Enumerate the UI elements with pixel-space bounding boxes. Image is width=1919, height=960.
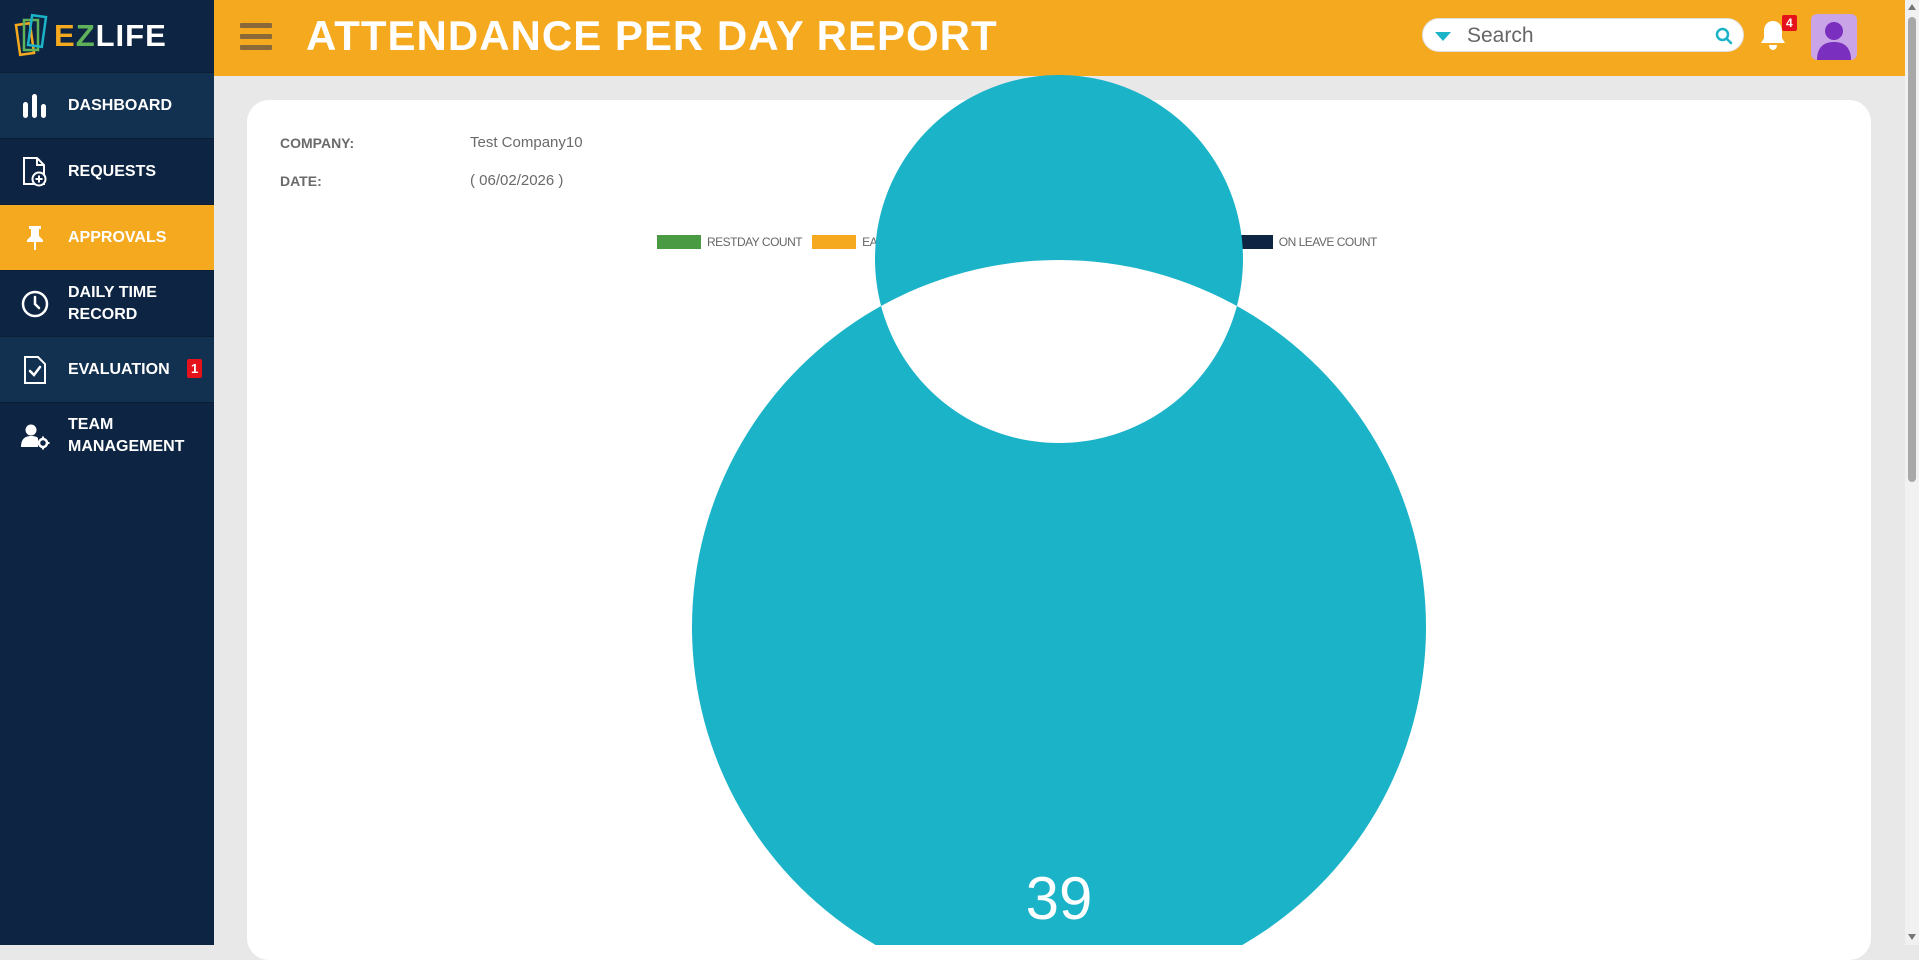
user-avatar[interactable] — [1811, 14, 1857, 60]
sidebar-item-label: REQUESTS — [68, 162, 157, 180]
legend-item[interactable]: RESTDAY COUNT — [657, 235, 803, 249]
sidebar-item-label: DASHBOARD — [68, 96, 172, 114]
document-add-icon — [20, 156, 50, 187]
scroll-down-arrow-icon[interactable] — [1908, 934, 1916, 940]
logo-text: EZLIFE — [54, 18, 167, 53]
bar-chart-icon — [20, 91, 50, 121]
scrollbar[interactable] — [1905, 0, 1919, 945]
legend-swatch — [812, 235, 857, 249]
clipboard-check-icon — [20, 355, 50, 385]
scroll-thumb[interactable] — [1908, 17, 1916, 482]
legend-label: ON LEAVE COUNT — [1278, 235, 1378, 249]
search-input[interactable] — [1467, 23, 1707, 49]
company-label: COMPANY: — [280, 135, 355, 151]
sidebar-item-requests[interactable]: REQUESTS — [0, 138, 214, 204]
sidebar-item-team-management[interactable]: TEAM MANAGEMENT — [0, 402, 214, 468]
scroll-up-arrow-icon[interactable] — [1908, 4, 1916, 10]
doughnut-slice[interactable] — [692, 75, 1426, 945]
notification-bell-icon[interactable] — [1758, 18, 1788, 57]
sidebar-item-label: TEAM MANAGEMENT — [68, 415, 185, 455]
search-filter-dropdown-icon[interactable] — [1435, 32, 1451, 41]
evaluation-count-badge: 1 — [187, 359, 203, 378]
sidebar-item-label: EVALUATION — [68, 360, 170, 378]
legend-label: RESTDAY COUNT — [707, 235, 803, 249]
search-box — [1422, 18, 1744, 52]
hamburger-menu-icon[interactable] — [240, 23, 272, 53]
date-value: ( 06/02/2026 ) — [470, 172, 564, 189]
search-icon[interactable] — [1715, 27, 1733, 50]
sidebar-item-approvals[interactable]: APPROVALS — [0, 204, 214, 270]
slice-data-label: 39 — [1026, 865, 1093, 932]
company-value: Test Company10 — [470, 134, 583, 151]
notification-count-badge: 4 — [1782, 15, 1797, 31]
pin-icon — [20, 223, 50, 253]
top-bar: ATTENDANCE PER DAY REPORT 4 — [214, 0, 1905, 76]
legend-swatch — [657, 235, 701, 249]
date-label: DATE: — [280, 173, 322, 189]
logo[interactable]: EZLIFE — [0, 0, 214, 72]
sidebar-item-daily-time-record[interactable]: DAILY TIME RECORD — [0, 270, 214, 336]
clock-icon — [20, 289, 50, 319]
sidebar-item-label: DAILY TIME RECORD — [68, 283, 157, 323]
sidebar-item-evaluation[interactable]: EVALUATION 1 — [0, 336, 214, 402]
logo-mark-icon — [14, 10, 50, 62]
page-title: ATTENDANCE PER DAY REPORT — [306, 12, 998, 59]
sidebar-item-dashboard[interactable]: DASHBOARD — [0, 72, 214, 138]
sidebar: EZLIFE DASHBOARD REQUESTS APPROVALS DAIL… — [0, 0, 214, 945]
attendance-doughnut-chart: 39 — [692, 75, 1426, 945]
sidebar-item-label: APPROVALS — [68, 228, 167, 246]
user-gear-icon — [20, 421, 50, 451]
